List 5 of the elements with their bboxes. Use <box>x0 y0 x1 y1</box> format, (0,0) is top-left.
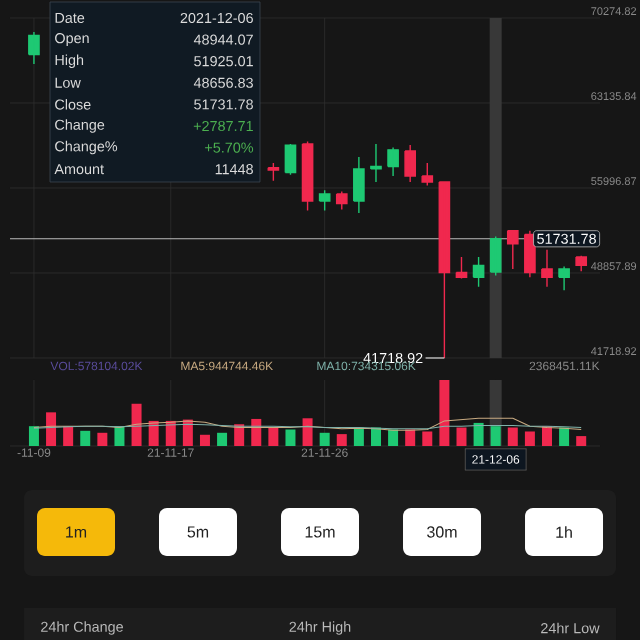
text: 30m <box>427 526 457 538</box>
text: 1m <box>66 526 87 538</box>
text: 15m <box>305 526 335 538</box>
text: 1h <box>556 526 572 538</box>
text: 5m <box>187 526 209 538</box>
